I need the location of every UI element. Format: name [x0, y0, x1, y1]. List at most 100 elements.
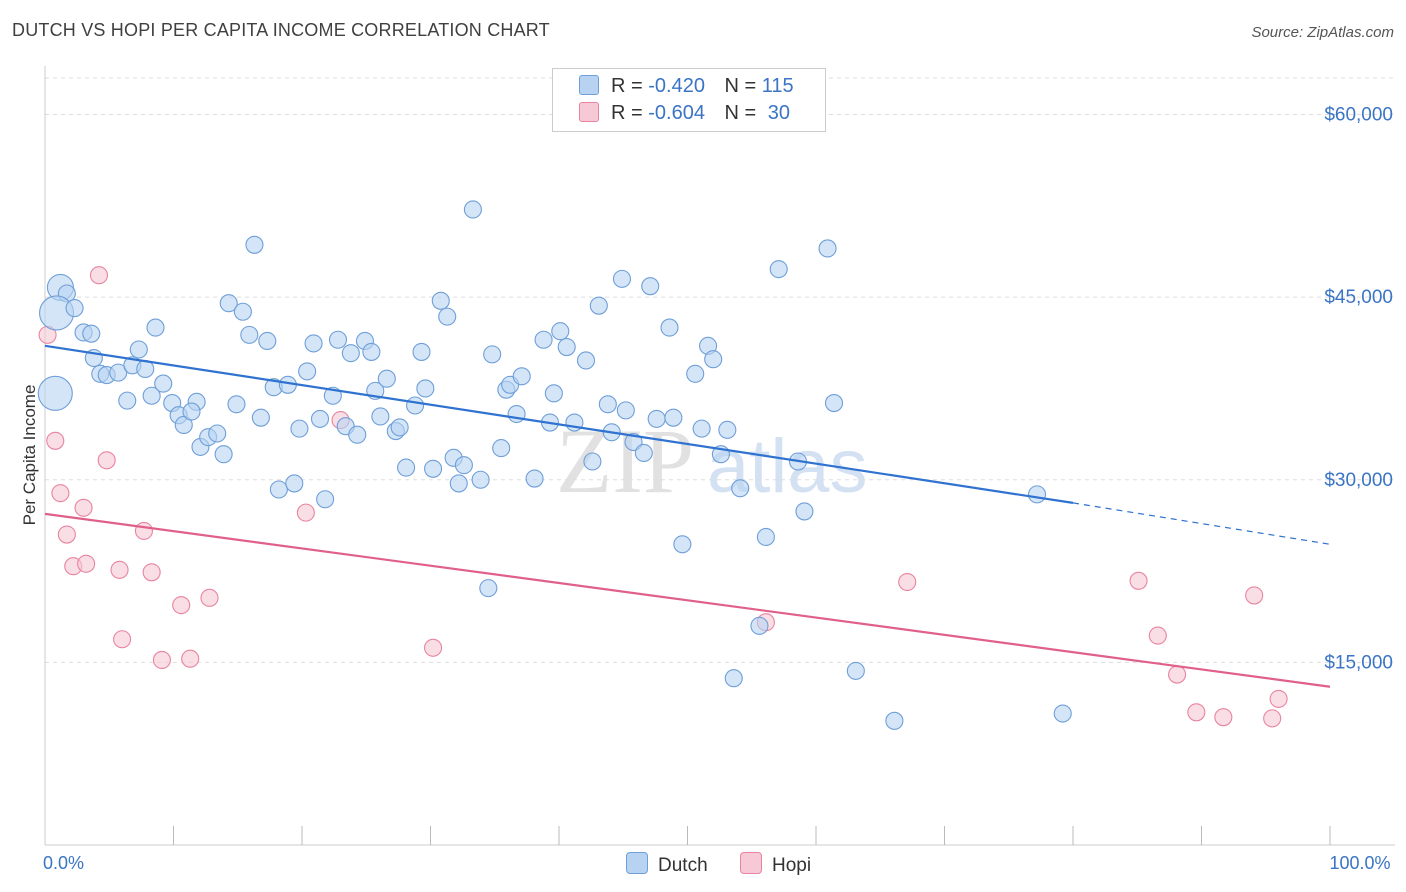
dutch-point	[612, 269, 632, 288]
dutch-point	[227, 395, 246, 414]
dutch-point	[146, 318, 165, 337]
x-tick-label: 0.0%	[43, 853, 84, 873]
dutch-point	[534, 330, 553, 349]
hopi-point	[1263, 709, 1282, 728]
hopi-point	[113, 630, 132, 649]
dutch-n-label: N =	[724, 75, 757, 97]
hopi-point	[1245, 586, 1264, 605]
stats-legend: R = -0.420 N = 115 R = -0.604 N = 30	[552, 68, 826, 132]
dutch-point	[846, 661, 865, 680]
dutch-point	[1027, 485, 1047, 504]
dutch-point	[316, 490, 335, 509]
dutch-point	[750, 616, 769, 635]
dutch-point	[544, 384, 563, 403]
dutch-point	[219, 294, 238, 313]
legend-row-hopi: R = -0.604 N = 30	[579, 102, 790, 126]
dutch-point	[174, 415, 193, 435]
dutch-point	[492, 439, 511, 458]
dutch-point	[641, 277, 660, 296]
dutch-point	[583, 452, 602, 471]
hopi-point	[172, 596, 191, 615]
dutch-point	[616, 401, 635, 420]
dutch-point	[328, 330, 348, 349]
dutch-point	[269, 480, 288, 499]
dutch-point	[557, 338, 576, 357]
y-tick-labels: $15,000 $30,000 $45,000 $60,000	[1324, 105, 1393, 674]
dutch-point	[285, 474, 304, 493]
hopi-legend-label: Hopi	[772, 855, 812, 876]
dutch-legend-swatch	[626, 852, 648, 874]
bottom-legend-hopi: Hopi	[740, 852, 811, 877]
y-tick-label: $30,000	[1324, 470, 1393, 491]
dutch-point	[154, 374, 173, 393]
dutch-point	[390, 418, 409, 437]
dutch-point	[412, 342, 431, 361]
dutch-point	[479, 579, 498, 598]
dutch-point	[258, 331, 277, 351]
hopi-point	[97, 451, 116, 470]
dutch-point	[660, 318, 679, 337]
dutch-point	[731, 479, 750, 498]
hopi-point	[46, 431, 65, 450]
dutch-point	[109, 363, 128, 382]
dutch-point	[431, 291, 450, 310]
hopi-n-label: N =	[724, 102, 757, 124]
hopi-point	[1214, 708, 1233, 727]
hopi-point	[77, 554, 96, 573]
hopi-point	[200, 588, 219, 607]
dutch-point	[416, 379, 435, 398]
dutch-point	[298, 362, 317, 381]
y-axis-label: Per Capita Income	[20, 385, 39, 526]
dutch-point	[438, 307, 457, 326]
dutch-point	[424, 459, 443, 478]
dutch-point	[377, 369, 396, 388]
dutch-point	[512, 367, 531, 386]
grid-lines	[45, 77, 1395, 663]
dutch-point	[182, 402, 201, 421]
dutch-point	[449, 474, 468, 493]
dutch-point	[885, 711, 904, 730]
dutch-point	[634, 443, 653, 463]
trend-lines	[44, 344, 1331, 688]
dutch-point	[483, 345, 502, 364]
dutch-point	[348, 425, 367, 444]
hopi-point	[51, 484, 70, 503]
hopi-legend-swatch	[740, 852, 762, 874]
hopi-point	[89, 266, 109, 285]
dutch-point	[251, 408, 270, 427]
dutch-point	[769, 260, 788, 279]
hopi-point	[1187, 703, 1206, 722]
hopi-point	[424, 638, 443, 657]
dutch-point	[406, 396, 425, 415]
hopi-n-value: 30	[767, 102, 791, 124]
dutch-point	[65, 299, 84, 318]
dutch-point	[576, 351, 596, 370]
dutch-trend-extension	[1072, 502, 1331, 545]
dutch-point	[589, 296, 608, 315]
dutch-point	[795, 502, 814, 521]
dutch-point	[397, 458, 416, 477]
y-tick-label: $45,000	[1324, 287, 1393, 308]
hopi-point	[142, 563, 161, 582]
dutch-point	[598, 395, 617, 414]
dutch-point	[664, 408, 683, 427]
dutch-point	[551, 322, 570, 341]
dutch-point	[82, 324, 101, 343]
dutch-point	[1053, 704, 1072, 723]
hopi-point	[1129, 571, 1148, 590]
dutch-point	[692, 419, 711, 438]
hopi-point	[74, 498, 93, 517]
hopi-point	[152, 650, 171, 669]
source-label: Source: ZipAtlas.com	[1251, 24, 1394, 41]
chart-title: DUTCH VS HOPI PER CAPITA INCOME CORRELAT…	[12, 20, 550, 40]
dutch-point	[471, 470, 490, 489]
dutch-point	[507, 404, 526, 424]
axes	[44, 66, 1395, 846]
dutch-point	[824, 394, 844, 413]
dutch-point	[454, 456, 473, 475]
dutch-point	[463, 200, 482, 219]
dutch-point	[704, 350, 723, 369]
hopi-point	[1269, 689, 1288, 708]
dutch-r-value: -0.420	[648, 75, 705, 97]
